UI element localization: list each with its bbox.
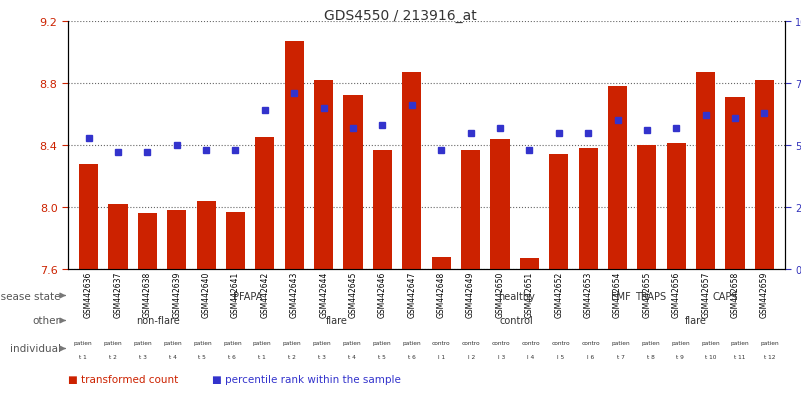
Text: t 12: t 12 xyxy=(764,354,776,359)
Bar xyxy=(108,204,127,269)
Text: patien: patien xyxy=(253,340,272,345)
Text: patien: patien xyxy=(731,340,750,345)
Text: t 8: t 8 xyxy=(646,354,654,359)
Text: t 5: t 5 xyxy=(199,354,207,359)
Text: t 3: t 3 xyxy=(139,354,147,359)
Text: healthy: healthy xyxy=(497,291,534,301)
Text: l 3: l 3 xyxy=(497,354,505,359)
Text: patien: patien xyxy=(134,340,152,345)
Text: t 9: t 9 xyxy=(677,354,684,359)
Bar xyxy=(520,259,539,269)
Bar xyxy=(79,164,98,269)
Text: patien: patien xyxy=(74,340,92,345)
Text: flare: flare xyxy=(684,316,706,326)
Bar xyxy=(638,146,657,269)
Text: ■ transformed count: ■ transformed count xyxy=(68,374,179,384)
Bar xyxy=(608,87,627,269)
Bar xyxy=(402,73,421,269)
Text: contro: contro xyxy=(582,340,600,345)
Bar xyxy=(284,42,304,269)
Text: t 3: t 3 xyxy=(318,354,326,359)
Text: t 1: t 1 xyxy=(79,354,87,359)
Text: t 5: t 5 xyxy=(378,354,385,359)
Text: other: other xyxy=(33,316,61,326)
Text: l 5: l 5 xyxy=(557,354,565,359)
Text: t 6: t 6 xyxy=(408,354,416,359)
Text: l 6: l 6 xyxy=(587,354,594,359)
Bar xyxy=(196,201,215,269)
Bar xyxy=(696,73,715,269)
Text: control: control xyxy=(499,316,533,326)
Text: contro: contro xyxy=(432,340,451,345)
Bar xyxy=(344,96,363,269)
Text: GDS4550 / 213916_at: GDS4550 / 213916_at xyxy=(324,9,477,23)
Bar xyxy=(226,212,245,269)
Text: t 2: t 2 xyxy=(109,354,117,359)
Text: patien: patien xyxy=(402,340,421,345)
Bar xyxy=(666,144,686,269)
Text: patien: patien xyxy=(193,340,211,345)
Text: l 4: l 4 xyxy=(527,354,535,359)
Text: patien: patien xyxy=(163,340,182,345)
Text: flare: flare xyxy=(326,316,348,326)
Bar xyxy=(578,149,598,269)
Text: disease state: disease state xyxy=(0,291,61,301)
Bar xyxy=(755,81,774,269)
Bar xyxy=(461,150,480,269)
Text: t 10: t 10 xyxy=(705,354,716,359)
Text: contro: contro xyxy=(462,340,481,345)
Text: contro: contro xyxy=(552,340,570,345)
Text: patien: patien xyxy=(103,340,122,345)
Text: l 1: l 1 xyxy=(438,354,445,359)
Text: patien: patien xyxy=(701,340,719,345)
Bar xyxy=(256,138,275,269)
Text: t 11: t 11 xyxy=(735,354,746,359)
Text: patien: patien xyxy=(761,340,779,345)
Text: patien: patien xyxy=(283,340,301,345)
Bar xyxy=(549,155,568,269)
Text: TRAPS: TRAPS xyxy=(635,291,666,301)
Text: non-flare: non-flare xyxy=(135,316,179,326)
Text: t 7: t 7 xyxy=(617,354,625,359)
Bar xyxy=(167,211,187,269)
Text: contro: contro xyxy=(492,340,510,345)
Bar xyxy=(373,150,392,269)
Text: t 4: t 4 xyxy=(169,354,176,359)
Text: t 1: t 1 xyxy=(258,354,266,359)
Text: patien: patien xyxy=(343,340,361,345)
Bar xyxy=(138,214,157,269)
Text: l 2: l 2 xyxy=(468,354,475,359)
Bar xyxy=(490,140,509,269)
Bar xyxy=(314,81,333,269)
Text: PFAPA: PFAPA xyxy=(232,291,262,301)
Text: patien: patien xyxy=(223,340,242,345)
Text: contro: contro xyxy=(521,340,541,345)
Text: patien: patien xyxy=(312,340,332,345)
Text: individual: individual xyxy=(10,344,61,354)
Bar xyxy=(432,257,451,269)
Text: FMF: FMF xyxy=(611,291,630,301)
Text: patien: patien xyxy=(642,340,660,345)
Text: patien: patien xyxy=(611,340,630,345)
Text: t 6: t 6 xyxy=(228,354,236,359)
Text: patien: patien xyxy=(671,340,690,345)
Text: patien: patien xyxy=(372,340,391,345)
Text: ■ percentile rank within the sample: ■ percentile rank within the sample xyxy=(212,374,401,384)
Text: CAPS: CAPS xyxy=(713,291,738,301)
Text: t 4: t 4 xyxy=(348,354,356,359)
Text: t 2: t 2 xyxy=(288,354,296,359)
Bar xyxy=(726,98,745,269)
